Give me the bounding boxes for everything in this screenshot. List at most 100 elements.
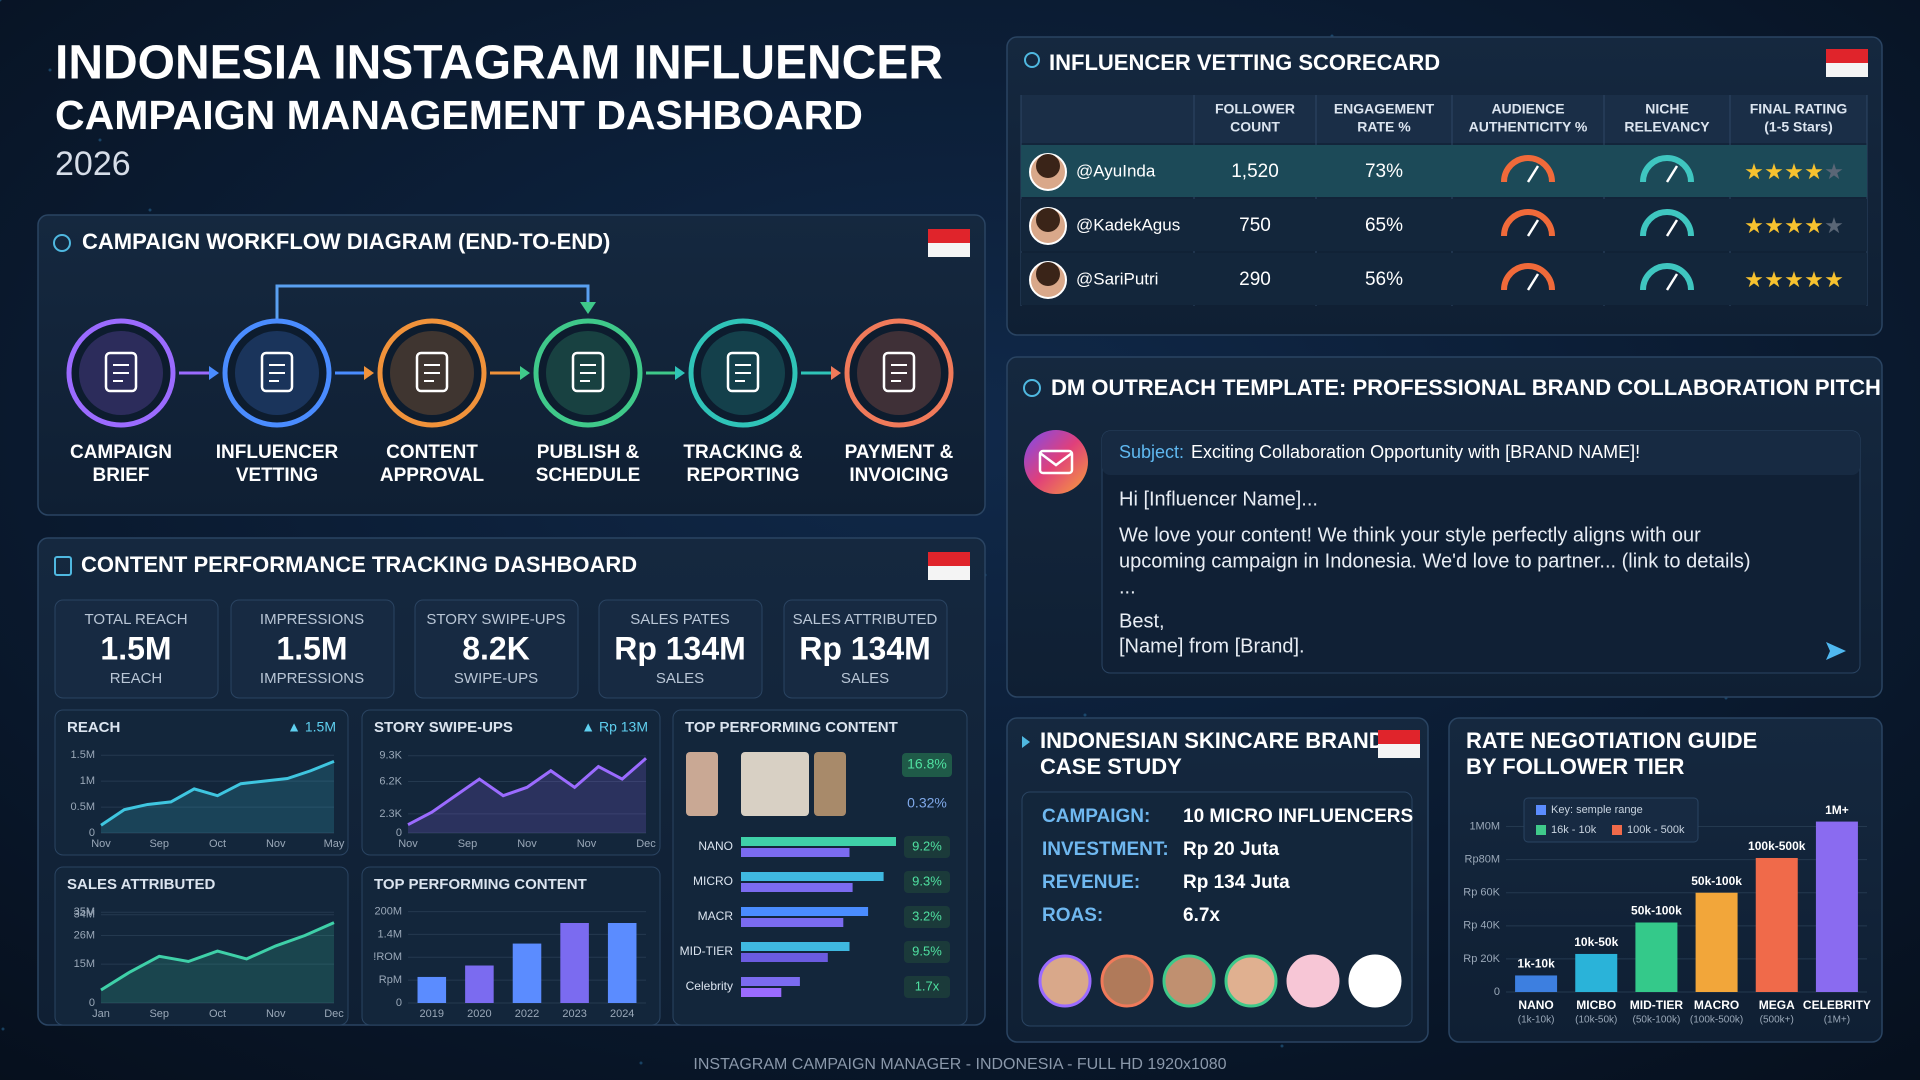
range-label: 100k-500k — [1748, 839, 1806, 853]
avatar — [1348, 954, 1402, 1008]
tier-value: 3.2% — [912, 908, 942, 923]
footer: INSTAGRAM CAMPAIGN MANAGER - INDONESIA -… — [693, 1056, 1226, 1073]
kpi-label: SALES PATES — [630, 611, 730, 628]
star: ★ — [1764, 267, 1784, 292]
chart-badge: ▲ 1.5M — [287, 719, 336, 735]
gauge-needle — [1665, 219, 1679, 237]
tier-chip — [904, 836, 950, 858]
icon — [1024, 52, 1040, 68]
highlight-chip — [902, 753, 952, 777]
body-line: ... — [1119, 576, 1136, 598]
thumbnail — [741, 752, 809, 816]
send-icon[interactable] — [1826, 642, 1846, 660]
x-tick-label: CELEBRITY — [1803, 998, 1871, 1012]
y-tick-label: RpM — [379, 974, 402, 986]
y-tick-label: 6.2K — [379, 775, 402, 787]
step-icon-lines — [424, 364, 440, 382]
step-label: INVOICING — [849, 465, 948, 486]
x-tick-label: 2019 — [420, 1008, 444, 1020]
column-header: FOLLOWER — [1215, 101, 1295, 117]
y-tick-label: 2.3K — [379, 808, 402, 820]
tier-bar — [741, 872, 884, 881]
x-tick-sublabel: (50k-100k) — [1633, 1015, 1681, 1026]
gauge — [1501, 155, 1555, 183]
engagement-rate: 56% — [1365, 269, 1403, 290]
gauge-needle — [1526, 273, 1540, 291]
tier-bar — [741, 988, 782, 997]
tier-chip — [904, 871, 950, 893]
gauge-needle — [1665, 165, 1679, 183]
y-tick-label: Rp 60K — [1463, 887, 1500, 899]
star: ★ — [1744, 267, 1764, 292]
body-line: upcoming campaign in Indonesia. We'd lov… — [1119, 550, 1751, 572]
kpi-value: 1.5M — [276, 630, 347, 666]
kpi-unit: SWIPE-UPS — [454, 670, 538, 687]
icon — [54, 556, 72, 576]
tier-value: 9.5% — [912, 943, 942, 958]
tier-bar — [741, 942, 850, 951]
column-header: (1-5 Stars) — [1764, 119, 1832, 135]
step-label: SCHEDULE — [536, 465, 641, 486]
body-line: We love your content! We think your styl… — [1119, 524, 1701, 546]
panel-title: INDONESIAN SKINCARE BRAND — [1040, 728, 1385, 753]
panel-title: CASE STUDY — [1040, 754, 1182, 779]
x-tick-label: 2024 — [610, 1008, 634, 1020]
title: CAMPAIGN MANAGEMENT DASHBOARD — [55, 92, 863, 138]
line — [100, 760, 335, 827]
star-rating: ★ ★ ★ ★ ★ — [1744, 267, 1844, 292]
legend-label: Key: semple range — [1551, 804, 1643, 816]
highlight-value: 0.32% — [907, 795, 947, 811]
greeting: Hi [Influencer Name]... — [1119, 488, 1318, 510]
y-tick-label: 1.5M — [71, 749, 95, 761]
kpi-label: IMPRESSIONS — [260, 611, 364, 628]
legend-box — [1523, 797, 1699, 843]
star: ★ — [1764, 159, 1784, 184]
follower-count: 290 — [1239, 269, 1271, 290]
kpi-value: Rp 134M — [799, 630, 931, 666]
kpi-value: 1.5M — [100, 630, 171, 666]
step-label: INFLUENCER — [216, 442, 339, 463]
chart-title: TOP PERFORMING CONTENT — [685, 719, 898, 736]
x-tick-label: Jan — [92, 1008, 110, 1020]
bullet — [1022, 736, 1030, 748]
avatar — [1100, 954, 1154, 1008]
step-label: TRACKING & — [683, 442, 803, 463]
star: ★ — [1744, 159, 1764, 184]
legend-label: 16k - 10k — [1551, 824, 1597, 836]
tier-name: NANO — [698, 839, 733, 853]
tier-chip — [904, 976, 950, 998]
engagement-rate: 73% — [1365, 161, 1403, 182]
star-rating: ★ ★ ★ ★ ★ — [1744, 213, 1844, 238]
panel-title: INFLUENCER VETTING SCORECARD — [1049, 50, 1440, 75]
kpi-unit: SALES — [841, 670, 889, 687]
kpi-card — [414, 599, 579, 699]
case-value: 10 MICRO INFLUENCERS — [1183, 806, 1413, 827]
legend-swatch — [1536, 805, 1546, 815]
x-tick-label: Dec — [636, 838, 656, 850]
bar — [1575, 953, 1618, 992]
kpi-unit: SALES — [656, 670, 704, 687]
kpi-card — [230, 599, 395, 699]
flag-red — [928, 552, 970, 566]
x-tick-label: MACRO — [1694, 998, 1739, 1012]
bg-dot — [1083, 713, 1087, 717]
y-tick-label: 0 — [396, 997, 402, 1009]
thumbnail — [814, 752, 846, 816]
x-tick-label: Sep — [149, 838, 169, 850]
x-tick-label: 2023 — [562, 1008, 586, 1020]
bg-dot — [689, 51, 693, 55]
case-value: 6.7x — [1183, 905, 1220, 926]
chart-card — [54, 866, 349, 1026]
chart-badge: ▲ Rp 13M — [581, 719, 648, 735]
chart-title: REACH — [67, 719, 120, 736]
tier-bar — [741, 907, 869, 916]
avatar — [1038, 954, 1092, 1008]
step-icon — [726, 351, 760, 393]
y-tick-label: 26M — [74, 929, 95, 941]
chart-title: SALES ATTRIBUTED — [67, 876, 215, 893]
column-header: AUTHENTICITY % — [1469, 119, 1588, 135]
flag-white — [1378, 744, 1420, 758]
y-tick-label: Rp80M — [1465, 854, 1500, 866]
gauge-needle — [1526, 165, 1540, 183]
